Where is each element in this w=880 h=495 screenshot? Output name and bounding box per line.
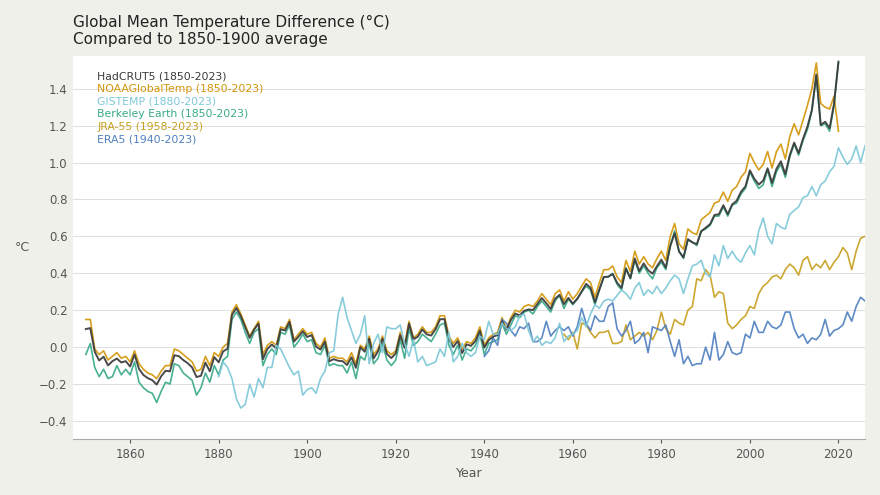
X-axis label: Year: Year bbox=[456, 467, 482, 480]
Text: Global Mean Temperature Difference (°C)
Compared to 1850-1900 average: Global Mean Temperature Difference (°C) … bbox=[72, 15, 389, 48]
Legend: HadCRUT5 (1850-2023), NOAAGlobalTemp (1850-2023), GISTEMP (1880-2023), Berkeley : HadCRUT5 (1850-2023), NOAAGlobalTemp (18… bbox=[90, 67, 268, 149]
Y-axis label: °C: °C bbox=[15, 241, 30, 254]
